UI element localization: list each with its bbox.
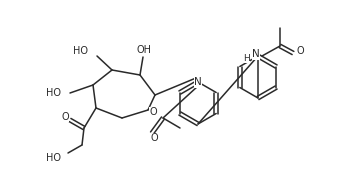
Text: OH: OH (137, 45, 151, 55)
Text: O: O (61, 112, 69, 122)
Text: O: O (296, 46, 304, 56)
Text: O: O (149, 107, 157, 117)
Text: N: N (252, 49, 260, 59)
Text: HO: HO (46, 88, 61, 98)
Text: O: O (150, 133, 158, 143)
Text: N: N (194, 77, 202, 87)
Text: HO: HO (46, 153, 61, 163)
Text: H: H (243, 53, 250, 63)
Text: HO: HO (73, 46, 88, 56)
